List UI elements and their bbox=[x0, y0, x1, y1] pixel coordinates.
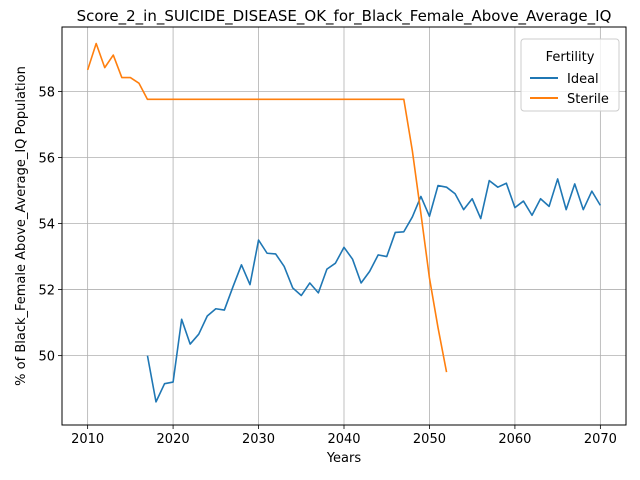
y-axis-ticks: 50 52 54 56 58 bbox=[38, 85, 62, 365]
grid-lines bbox=[62, 27, 626, 425]
y-tick-label: 56 bbox=[38, 151, 55, 166]
x-tick-label: 2060 bbox=[498, 432, 531, 447]
x-tick-label: 2010 bbox=[71, 432, 104, 447]
legend-title: Fertility bbox=[546, 50, 595, 65]
y-axis-label: % of Black_Female Above_Average_IQ Popul… bbox=[14, 66, 29, 386]
x-tick-label: 2020 bbox=[157, 432, 190, 447]
y-tick-label: 50 bbox=[38, 350, 55, 365]
x-tick-label: 2050 bbox=[413, 432, 446, 447]
y-tick-label: 58 bbox=[38, 85, 55, 100]
series-lines bbox=[86, 42, 602, 403]
x-tick-label: 2070 bbox=[584, 432, 617, 447]
series-line-sterile bbox=[86, 42, 448, 373]
legend-box bbox=[520, 38, 620, 112]
legend-label-ideal: Ideal bbox=[567, 72, 599, 87]
x-tick-label: 2030 bbox=[242, 432, 275, 447]
legend-label-sterile: Sterile bbox=[567, 92, 609, 107]
chart-title: Score_2_in_SUICIDE_DISEASE_OK_for_Black_… bbox=[77, 7, 612, 26]
series-line-ideal bbox=[146, 178, 602, 403]
x-tick-label: 2040 bbox=[327, 432, 360, 447]
y-tick-label: 54 bbox=[38, 218, 55, 233]
legend: Fertility Ideal Sterile bbox=[520, 38, 620, 112]
x-axis-label: Years bbox=[326, 451, 362, 466]
y-tick-label: 52 bbox=[38, 284, 55, 299]
x-axis-ticks: 2010 2020 2030 2040 2050 2060 2070 bbox=[71, 425, 617, 447]
